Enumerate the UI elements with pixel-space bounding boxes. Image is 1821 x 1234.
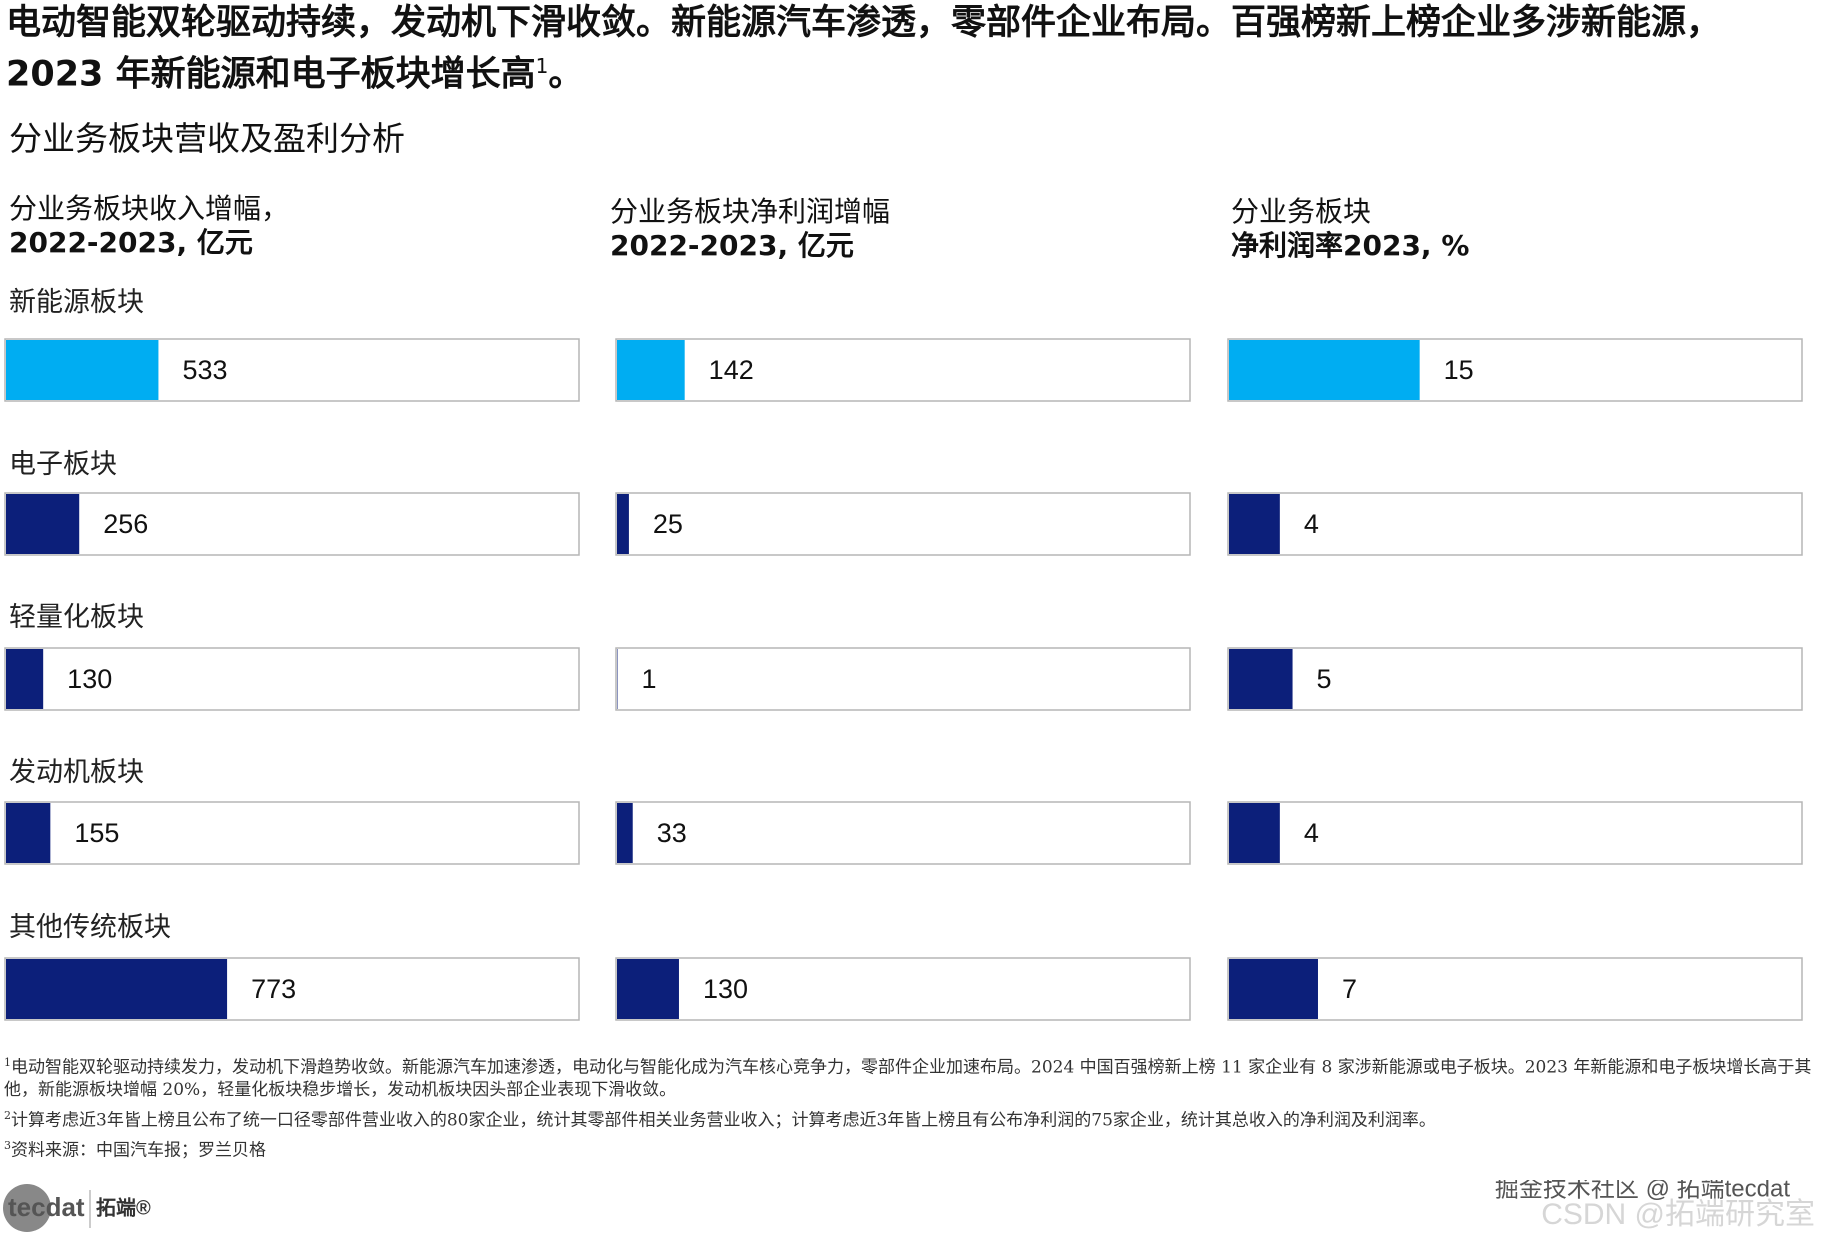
footnote-text: 计算考虑近3年皆上榜且公布了统一口径零部件营业收入的80家企业，统计其零部件相关… — [11, 1110, 1436, 1131]
column-title: 分业务板块收入增幅， 2022-2023, 亿元 — [9, 192, 289, 260]
title-note: 1 — [535, 54, 549, 78]
column-title: 分业务板块净利润增幅 2022-2023, 亿元 — [610, 195, 890, 263]
footnote-marker: 1 — [4, 1056, 11, 1069]
category-label: 其他传统板块 — [9, 912, 171, 942]
column-title-line: 2022-2023, 亿元 — [610, 229, 854, 262]
value-label: 7 — [1342, 974, 1357, 1004]
value-label: 25 — [653, 509, 683, 539]
value-label: 142 — [709, 355, 754, 385]
panel-frame — [615, 957, 1191, 1021]
value-label: 4 — [1304, 818, 1319, 848]
value-label: 33 — [657, 818, 687, 848]
bar — [617, 959, 679, 1019]
bar — [6, 494, 80, 554]
column-title: 分业务板块 净利润率2023, % — [1231, 195, 1469, 263]
logo-mark: tecdat — [8, 1192, 85, 1222]
bar — [1229, 803, 1280, 863]
watermark: 掘金技术社区 @ 拓端tecdat — [1495, 1180, 1790, 1202]
bar — [6, 803, 51, 863]
footnotes: 1电动智能双轮驱动持续发力，发动机下滑趋势收敛。新能源汽车加速渗透，电动化与智能… — [4, 1052, 1816, 1166]
category-label: 电子板块 — [9, 449, 117, 479]
value-label: 130 — [703, 974, 748, 1004]
column-title-line: 分业务板块 — [1231, 195, 1372, 228]
category-label: 轻量化板块 — [9, 602, 144, 632]
bar — [6, 340, 159, 400]
panel-frame — [4, 492, 580, 556]
panel-frame — [615, 647, 1191, 711]
footnote-text: 电动智能双轮驱动持续发力，发动机下滑趋势收敛。新能源汽车加速渗透，电动化与智能化… — [4, 1057, 1812, 1100]
watermark: CSDN @拓端研究室 — [1541, 1198, 1815, 1231]
chart: 533256130155773新能源板块电子板块轻量化板块发动机板块其他传统板块… — [4, 287, 1803, 1021]
footnote-marker: 2 — [4, 1108, 11, 1122]
bar — [1229, 494, 1280, 554]
footnote: 1电动智能双轮驱动持续发力，发动机下滑趋势收敛。新能源汽车加速渗透，电动化与智能… — [4, 1052, 1816, 1101]
footer: tecdat 拓端® 掘金技术社区 @ 拓端tecdat CSDN @拓端研究室 — [3, 1180, 1815, 1232]
panel-frame — [615, 338, 1191, 402]
bar — [617, 803, 633, 863]
column-title-line: 分业务板块收入增幅， — [9, 192, 290, 225]
panel-frame — [4, 647, 580, 711]
panel-frame — [1227, 492, 1803, 556]
panel-frame — [1227, 957, 1803, 1021]
footnote: 2计算考虑近3年皆上榜且公布了统一口径零部件营业收入的80家企业，统计其零部件相… — [4, 1105, 1816, 1132]
value-label: 5 — [1317, 664, 1332, 694]
panel-frame — [1227, 647, 1803, 711]
column-title-line: 2022-2023, 亿元 — [9, 226, 253, 259]
value-label: 256 — [103, 509, 148, 539]
bar — [1229, 959, 1318, 1019]
page-title: 电动智能双轮驱动持续，发动机下滑收敛。新能源汽车渗透，零部件企业布局。百强榜新上… — [6, 2, 1806, 97]
title-end: 。 — [548, 54, 584, 95]
category-label: 新能源板块 — [9, 287, 144, 317]
value-label: 15 — [1444, 355, 1474, 385]
title-text: 电动智能双轮驱动持续，发动机下滑收敛。新能源汽车渗透，零部件企业布局。百强榜新上… — [6, 3, 1722, 95]
bar — [1229, 649, 1293, 709]
column-title-line: 净利润率2023, % — [1231, 229, 1470, 262]
column-title-line: 分业务板块净利润增幅 — [610, 195, 891, 228]
bar — [617, 340, 685, 400]
panel-frame — [4, 801, 580, 865]
value-label: 155 — [74, 818, 119, 848]
subtitle: 分业务板块营收及盈利分析 — [9, 119, 405, 158]
panel-frame — [615, 801, 1191, 865]
bar — [1229, 340, 1420, 400]
footnote: 3资料来源：中国汽车报；罗兰贝格 — [4, 1135, 1816, 1162]
logo-circle — [3, 1184, 51, 1232]
value-label: 1 — [641, 664, 656, 694]
logo-name: 拓端® — [96, 1196, 151, 1219]
value-label: 533 — [182, 355, 227, 385]
footnote-text: 资料来源：中国汽车报；罗兰贝格 — [11, 1140, 266, 1161]
bar — [617, 494, 629, 554]
bar — [6, 959, 228, 1019]
panel-frame — [615, 492, 1191, 556]
bar — [6, 649, 44, 709]
footnote-marker: 3 — [4, 1139, 11, 1153]
category-label: 发动机板块 — [9, 757, 144, 787]
value-label: 130 — [67, 664, 112, 694]
value-label: 773 — [251, 974, 296, 1004]
value-label: 4 — [1304, 509, 1319, 539]
panel-frame — [1227, 801, 1803, 865]
